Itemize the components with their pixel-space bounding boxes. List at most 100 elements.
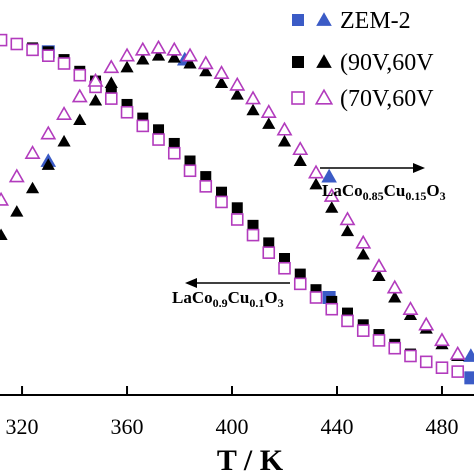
annotation-part: 3 xyxy=(440,189,446,203)
triangle-marker xyxy=(199,64,213,77)
x-axis-label: T / K xyxy=(217,444,284,474)
square-marker xyxy=(326,295,338,307)
triangle-marker xyxy=(41,158,55,170)
square-marker xyxy=(246,228,260,242)
triangle-marker xyxy=(309,177,323,190)
x-tick-label: 480 xyxy=(425,414,458,439)
triangle-marker xyxy=(245,90,261,105)
square-marker xyxy=(200,171,212,183)
square-marker xyxy=(372,334,386,347)
arrow-head xyxy=(185,278,197,288)
x-tick-label: 320 xyxy=(6,414,39,439)
triangle-marker xyxy=(463,348,474,362)
annotation-part: LaCo xyxy=(322,181,363,200)
triangle-marker xyxy=(8,168,25,183)
square-marker xyxy=(263,237,275,249)
triangle-marker xyxy=(10,205,24,217)
triangle-marker xyxy=(402,300,419,315)
triangle-marker xyxy=(56,105,73,120)
triangle-marker xyxy=(134,41,151,56)
square-marker xyxy=(451,365,465,378)
annotation-part: 3 xyxy=(278,296,284,310)
triangle-marker xyxy=(73,113,87,125)
annotation-part: O xyxy=(264,288,277,307)
square-marker xyxy=(294,268,306,280)
triangle-marker xyxy=(104,76,118,88)
triangle-marker xyxy=(355,234,372,249)
triangle-marker xyxy=(325,201,339,213)
annotation-part: O xyxy=(426,181,439,200)
triangle-marker xyxy=(230,88,244,100)
square-marker xyxy=(310,284,322,296)
annotation-part: Cu xyxy=(228,288,250,307)
square-marker xyxy=(325,302,339,316)
square-marker xyxy=(262,246,276,259)
triangle-marker xyxy=(150,39,167,54)
legend-square xyxy=(292,14,304,26)
triangle-marker xyxy=(167,51,181,63)
triangle-marker xyxy=(388,290,402,303)
square-marker xyxy=(41,49,55,63)
square-marker xyxy=(10,37,24,51)
x-tick-label: 400 xyxy=(216,414,249,439)
square-marker xyxy=(435,361,449,375)
legend-square xyxy=(291,91,305,105)
triangle-marker xyxy=(386,279,403,294)
triangle-marker xyxy=(260,104,277,118)
x-tick-label: 440 xyxy=(320,414,353,439)
square-marker xyxy=(279,253,291,264)
annotation-part: 0.1 xyxy=(249,296,264,310)
square-marker xyxy=(309,291,323,304)
triangle-marker xyxy=(57,134,71,147)
square-marker xyxy=(104,92,118,105)
triangle-marker xyxy=(120,60,134,73)
square-marker xyxy=(120,105,134,119)
triangle-marker xyxy=(151,49,166,61)
triangle-marker xyxy=(246,103,260,116)
square-marker xyxy=(464,371,474,385)
square-marker xyxy=(136,119,150,133)
triangle-marker xyxy=(229,76,246,91)
square-marker xyxy=(137,112,149,124)
square-marker xyxy=(388,341,402,355)
triangle-marker xyxy=(119,47,136,62)
triangle-marker xyxy=(103,59,120,74)
plot-area xyxy=(0,33,474,385)
annotation-part: LaCo xyxy=(172,288,213,307)
annotation-part: 0.85 xyxy=(363,189,384,203)
triangle-marker xyxy=(183,56,197,69)
triangle-marker xyxy=(262,117,276,129)
legend-triangle xyxy=(316,12,332,26)
triangle-marker xyxy=(293,154,307,166)
triangle-marker xyxy=(71,88,88,103)
triangle-marker xyxy=(276,121,293,136)
triangle-marker xyxy=(197,55,214,70)
annotation: LaCo0.9Cu0.1O3 xyxy=(172,288,284,310)
square-marker xyxy=(199,180,213,193)
annotation-part: 0.9 xyxy=(213,296,228,310)
legend-triangle xyxy=(316,54,332,68)
triangle-marker xyxy=(356,248,370,260)
triangle-marker xyxy=(136,53,150,65)
square-marker xyxy=(356,324,370,337)
triangle-marker xyxy=(449,345,466,360)
triangle-marker xyxy=(308,164,324,179)
square-marker xyxy=(404,349,417,363)
triangle-marker xyxy=(371,258,387,273)
square-marker xyxy=(0,33,8,47)
triangle-marker xyxy=(321,168,337,183)
annotation-part: 0.15 xyxy=(405,189,426,203)
square-marker xyxy=(26,43,39,57)
triangle-marker xyxy=(0,228,8,241)
triangle-marker xyxy=(339,211,356,226)
arrow-head xyxy=(413,163,425,173)
square-marker xyxy=(121,98,133,110)
triangle-marker xyxy=(214,76,229,88)
triangle-marker xyxy=(166,41,183,56)
square-marker xyxy=(184,155,196,167)
legend-label: (90V,60V xyxy=(340,50,434,76)
x-tick-label: 360 xyxy=(111,414,144,439)
triangle-marker xyxy=(40,125,57,140)
square-marker xyxy=(230,213,244,226)
